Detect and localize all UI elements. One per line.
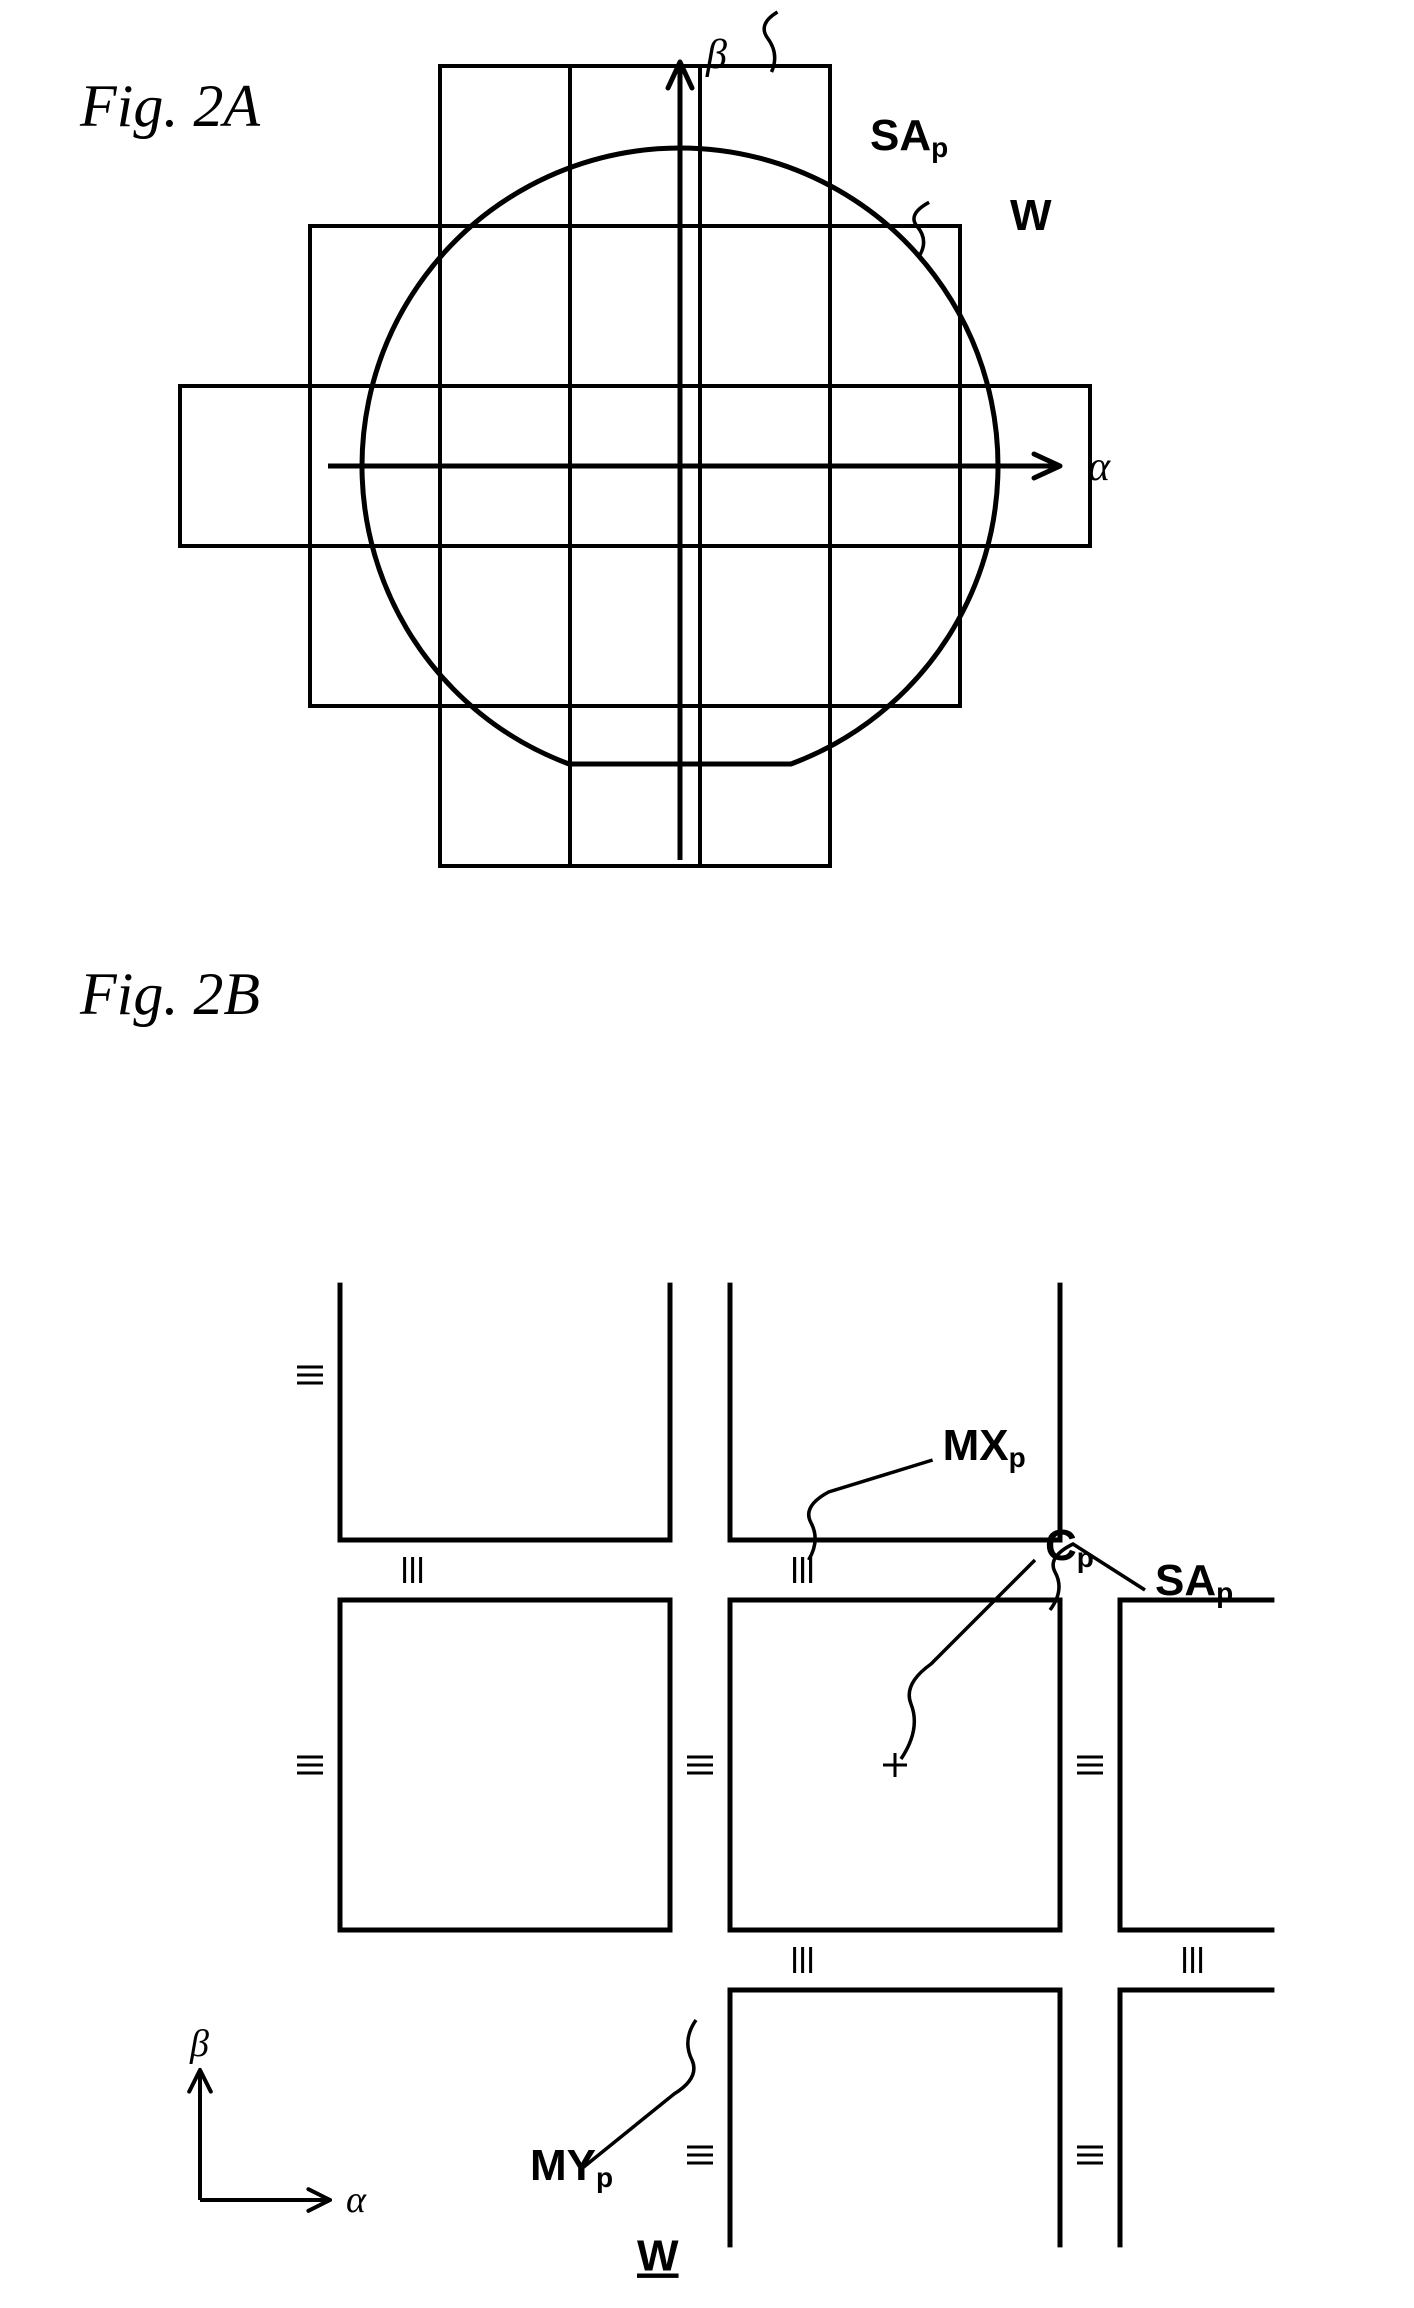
svg-text:SAp: SAp <box>870 111 948 163</box>
figA-svg: β α SAp W <box>0 0 1414 900</box>
svg-text:β: β <box>705 32 727 78</box>
svg-text:W: W <box>1010 191 1052 240</box>
svg-text:MXp: MXp <box>943 1421 1026 1473</box>
svg-text:MYp: MYp <box>530 2141 613 2193</box>
svg-text:α: α <box>1088 444 1111 490</box>
svg-text:W: W <box>637 2232 679 2281</box>
svg-text:SAp: SAp <box>1155 1556 1233 1608</box>
figB-svg: CpSApMXpMYpWβα <box>0 900 1414 2308</box>
svg-text:β: β <box>189 2023 209 2065</box>
svg-text:α: α <box>346 2179 367 2221</box>
